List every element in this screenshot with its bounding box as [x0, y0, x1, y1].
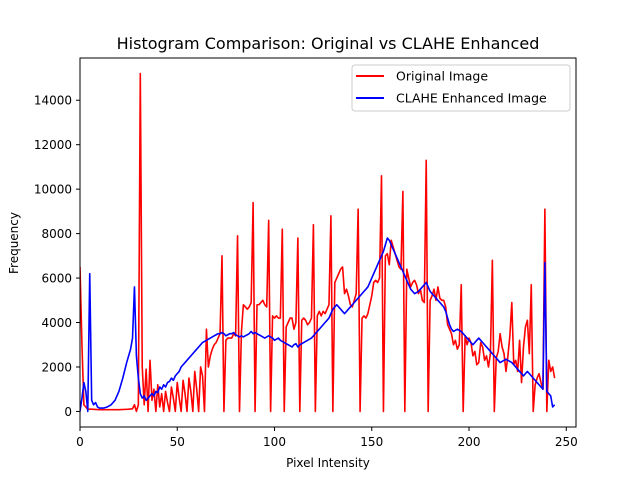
- y-tick-label: 14000: [34, 94, 72, 108]
- series-line-clahe: [80, 237, 556, 413]
- legend-label-clahe: CLAHE Enhanced Image: [396, 91, 547, 106]
- series-layer: [80, 72, 556, 413]
- y-tick-label: 0: [64, 405, 72, 419]
- x-tick-label: 0: [76, 435, 84, 449]
- x-axis-ticks: 0 50 100 150 200 250: [76, 427, 578, 449]
- x-tick-label: 200: [458, 435, 481, 449]
- y-tick-label: 2000: [41, 360, 72, 374]
- x-tick-label: 100: [263, 435, 286, 449]
- y-axis-label: Frequency: [7, 212, 21, 274]
- legend-label-original: Original Image: [396, 69, 488, 84]
- plot-frame: [79, 57, 577, 428]
- y-tick-label: 4000: [41, 316, 72, 330]
- x-axis-label: Pixel Intensity: [286, 456, 370, 470]
- series-line-original: [80, 72, 556, 413]
- y-tick-label: 8000: [41, 227, 72, 241]
- x-tick-label: 150: [360, 435, 383, 449]
- y-axis-ticks: 0 2000 4000 6000 8000 10000 12000 14000: [34, 94, 80, 419]
- x-tick-label: 50: [170, 435, 185, 449]
- y-tick-label: 10000: [34, 183, 72, 197]
- y-tick-label: 12000: [34, 138, 72, 152]
- legend-box: [351, 64, 571, 112]
- y-tick-label: 6000: [41, 272, 72, 286]
- chart-title: Histogram Comparison: Original vs CLAHE …: [117, 34, 540, 53]
- x-tick-label: 250: [555, 435, 578, 449]
- legend: Original Image CLAHE Enhanced Image: [351, 64, 571, 112]
